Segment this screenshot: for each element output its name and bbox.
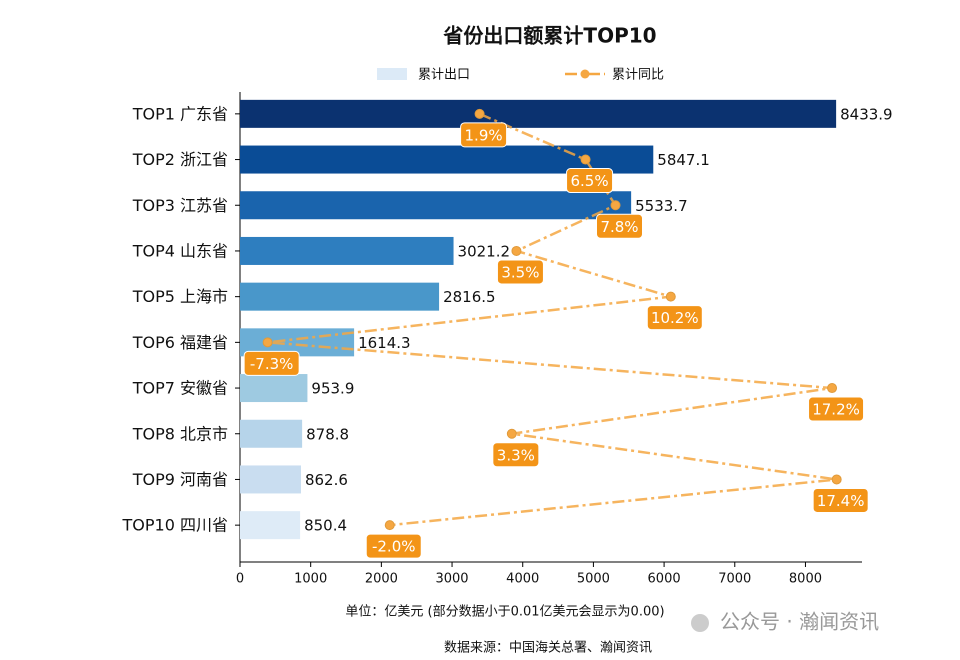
yoy-marker: [580, 154, 591, 165]
bar: [240, 282, 440, 311]
yoy-value-label: -7.3%: [250, 355, 294, 373]
bar-value-label: 862.6: [305, 471, 348, 489]
bar: [240, 511, 301, 540]
x-tick-label: 7000: [718, 572, 751, 587]
yoy-marker: [262, 337, 273, 348]
legend-label: 累计同比: [612, 68, 664, 83]
value-label-box: [646, 305, 703, 331]
bar-value-label: 5533.7: [635, 197, 688, 215]
y-tick-label: TOP6 福建省: [132, 333, 228, 352]
yoy-value-label: 17.4%: [817, 492, 865, 510]
yoy-value-label: 6.5%: [571, 172, 609, 190]
x-tick-label: 0: [236, 572, 244, 587]
yoy-line: [267, 112, 837, 527]
y-tick-label: TOP5 上海市: [132, 287, 228, 306]
value-label-box: [460, 122, 508, 148]
x-tick-label: 4000: [506, 572, 539, 587]
y-tick-label: TOP10 四川省: [122, 516, 228, 535]
yoy-value-label: 7.8%: [600, 218, 638, 236]
bar-value-label: 8433.9: [840, 105, 893, 123]
yoy-marker: [506, 428, 517, 439]
value-label-box: [808, 396, 865, 422]
value-label-box: [566, 168, 614, 194]
bar: [240, 236, 454, 265]
yoy-value-label: 3.5%: [501, 263, 539, 281]
y-tick-label: TOP4 山东省: [132, 241, 228, 260]
bar: [240, 419, 303, 448]
yoy-marker: [827, 383, 838, 394]
y-tick-label: TOP8 北京市: [132, 424, 228, 443]
yoy-marker: [511, 245, 522, 256]
bar-value-label: 3021.2: [458, 242, 511, 260]
bar-value-label: 953.9: [311, 380, 354, 398]
legend-marker: [580, 69, 590, 79]
y-tick-label: TOP9 河南省: [132, 470, 228, 489]
bar: [240, 465, 301, 494]
bar: [240, 99, 837, 128]
x-tick-label: 5000: [577, 572, 610, 587]
yoy-marker: [831, 474, 842, 485]
value-label-box: [492, 442, 540, 468]
x-tick-label: 2000: [365, 572, 398, 587]
bar: [240, 374, 308, 403]
legend-label: 累计出口: [418, 68, 470, 83]
bar-value-label: 1614.3: [358, 334, 411, 352]
source-note: 数据来源：中国海关总署、瀚闻资讯: [444, 641, 652, 656]
yoy-marker: [384, 520, 395, 531]
y-tick-label: TOP1 广东省: [132, 104, 228, 123]
bar: [240, 191, 632, 220]
yoy-value-label: 3.3%: [497, 446, 535, 464]
x-tick-label: 1000: [294, 572, 327, 587]
value-label-box: [496, 259, 544, 285]
y-tick-label: TOP2 浙江省: [132, 150, 228, 169]
x-tick-label: 3000: [435, 572, 468, 587]
watermark-icon: [691, 614, 709, 632]
x-axis-label: 单位：亿美元 (部分数据小于0.01亿美元会显示为0.00): [345, 605, 664, 620]
y-tick-label: TOP7 安徽省: [132, 379, 228, 398]
value-label-box: [365, 533, 422, 559]
chart-title: 省份出口额累计TOP10: [442, 24, 656, 48]
yoy-value-label: 10.2%: [651, 309, 699, 327]
bar-value-label: 850.4: [304, 517, 347, 535]
yoy-marker: [474, 108, 485, 119]
yoy-marker: [610, 200, 621, 211]
yoy-value-label: 1.9%: [465, 126, 503, 144]
bar-value-label: 5847.1: [657, 151, 710, 169]
value-label-box: [243, 350, 300, 376]
bar-value-label: 878.8: [306, 425, 349, 443]
legend-swatch: [377, 68, 407, 80]
yoy-value-label: 17.2%: [812, 401, 860, 419]
bar-value-label: 2816.5: [443, 288, 496, 306]
watermark: 公众号 · 瀚闻资讯: [720, 610, 879, 634]
value-label-box: [596, 213, 644, 239]
x-tick-label: 6000: [648, 572, 681, 587]
y-tick-label: TOP3 江苏省: [132, 196, 228, 215]
x-tick-label: 8000: [789, 572, 822, 587]
value-label-box: [812, 487, 869, 513]
yoy-value-label: -2.0%: [372, 538, 416, 556]
yoy-marker: [665, 291, 676, 302]
